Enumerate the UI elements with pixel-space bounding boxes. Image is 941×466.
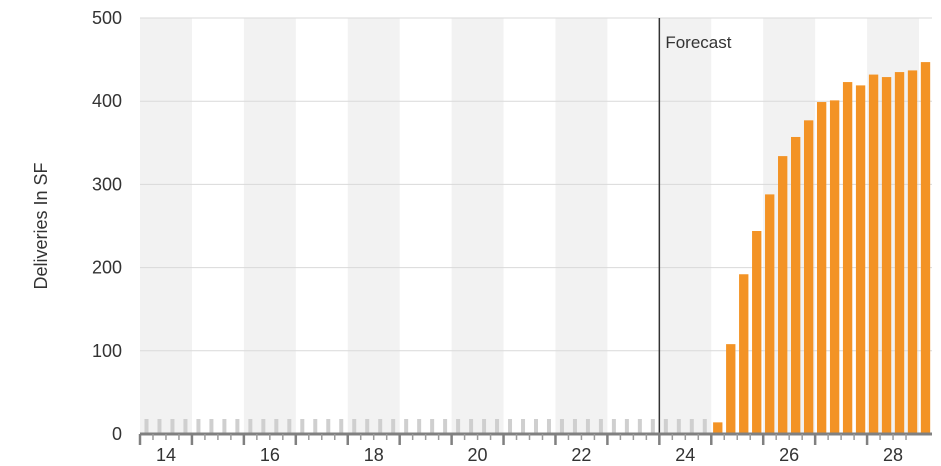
y-axis-title: Deliveries In SF [31,162,51,289]
bar [816,102,827,435]
placeholder-tick [676,419,681,434]
placeholder-tick [209,419,214,434]
placeholder-tick [456,419,461,434]
placeholder-tick [313,419,318,434]
placeholder-tick [546,419,551,434]
placeholder-tick [598,419,603,434]
bar [894,72,905,434]
x-tick-label: 18 [364,445,384,465]
x-tick-label: 16 [260,445,280,465]
year-band [555,18,608,434]
placeholder-tick [443,419,448,434]
placeholder-tick [469,419,474,434]
x-tick-label: 20 [468,445,488,465]
bar [907,70,918,434]
placeholder-tick [689,419,694,434]
bar [829,100,840,435]
placeholder-tick [663,419,668,434]
placeholder-tick [585,419,590,434]
year-band [140,18,192,434]
bar [842,82,853,435]
placeholder-tick [339,419,344,434]
placeholder-tick [196,419,201,434]
y-tick-label: 200 [92,258,122,278]
placeholder-tick [170,419,175,434]
bar [726,344,736,434]
placeholder-tick [157,419,162,434]
placeholder-tick [611,419,616,434]
placeholder-tick [391,419,396,434]
placeholder-tick [572,419,577,434]
placeholder-tick [637,419,642,434]
year-band [347,18,400,434]
bar [790,136,801,434]
bar [713,422,723,434]
placeholder-tick [235,419,240,434]
placeholder-tick [404,419,409,434]
year-band [659,18,712,434]
placeholder-tick [352,419,357,434]
bar [868,74,879,435]
placeholder-tick [495,419,500,434]
placeholder-tick [534,419,538,434]
placeholder-tick [287,419,292,434]
placeholder-tick [261,419,266,434]
x-tick-label: 14 [156,445,176,465]
placeholder-tick [624,419,629,434]
placeholder-tick [417,419,422,434]
placeholder-tick [521,419,526,434]
placeholder-tick [144,419,149,434]
bar [765,194,775,434]
year-band [451,18,504,434]
placeholder-tick [378,419,383,434]
y-tick-label: 500 [92,8,122,28]
bar [855,85,866,434]
placeholder-tick [365,419,370,434]
x-tick-label: 24 [675,445,695,465]
year-band [243,18,296,434]
x-axis [138,432,932,445]
placeholder-tick [508,419,513,434]
placeholder-tick [300,419,305,434]
x-tick-label: 22 [571,445,591,465]
bar [803,120,814,434]
y-axis-labels: 0 100 200 300 400 500 [92,8,122,444]
placeholder-tick [559,419,564,434]
forecast-label: Forecast [665,33,731,52]
bar [920,62,931,434]
bar [739,274,749,434]
y-tick-label: 0 [112,424,122,444]
y-tick-label: 300 [92,174,122,194]
y-tick-label: 400 [92,91,122,111]
placeholder-tick [274,419,279,434]
placeholder-tick [183,419,188,434]
placeholder-tick [482,419,487,434]
x-axis-labels: 14 16 18 20 22 24 26 28 [156,445,903,465]
historical-placeholder-ticks [144,419,707,434]
x-tick-label: 26 [779,445,799,465]
placeholder-tick [650,419,655,434]
bars [713,62,931,435]
placeholder-tick [326,419,331,434]
bar [752,230,762,434]
bar [881,77,892,435]
year-bands [140,18,920,434]
bar [778,156,788,434]
placeholder-tick [430,419,435,434]
y-tick-label: 100 [92,341,122,361]
placeholder-tick [248,419,253,434]
placeholder-tick [702,419,707,434]
placeholder-tick [222,419,227,434]
x-tick-label: 28 [883,445,903,465]
